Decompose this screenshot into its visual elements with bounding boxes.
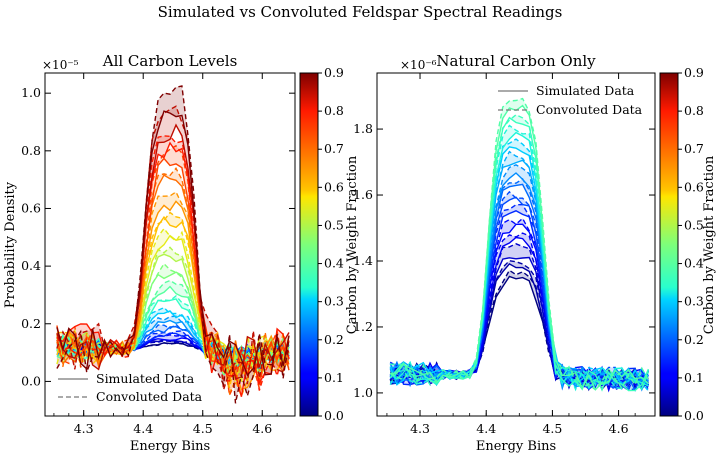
- legend1-convoluted: Convoluted Data: [96, 389, 203, 404]
- series-convoluted-line: [389, 190, 649, 391]
- legend2-simulated: Simulated Data: [536, 83, 635, 98]
- colorbar-tick-label: 0.8: [684, 103, 704, 118]
- x-tick-label: 4.6: [252, 421, 272, 436]
- x-tick-label: 4.5: [542, 421, 562, 436]
- colorbar-tick-label: 0.1: [684, 370, 704, 385]
- series-convoluted-line: [389, 150, 649, 389]
- colorbar1-label: Carbon by Weight Fraction: [345, 155, 360, 334]
- panel2-title: Natural Carbon Only: [436, 52, 596, 70]
- series-convoluted-line: [56, 85, 290, 404]
- y-tick-label: 1.2: [353, 319, 373, 334]
- panel2-legend: Simulated Data Convoluted Data: [498, 83, 643, 117]
- series-convoluted-line: [390, 203, 650, 392]
- colorbar-tick-label: 0.8: [324, 103, 344, 118]
- colorbar-tick-label: 0.0: [684, 408, 704, 423]
- y-tick-label: 1.6: [353, 187, 373, 202]
- colorbar-tick-label: 0.4: [324, 256, 344, 271]
- colorbar-tick-label: 0.4: [684, 256, 704, 271]
- series-convoluted-line: [390, 113, 650, 390]
- colorbar-tick-label: 0.5: [324, 217, 344, 232]
- series-diff-fill: [56, 247, 290, 371]
- x-tick-label: 4.4: [476, 421, 496, 436]
- series-convoluted-line: [56, 211, 290, 388]
- colorbar2: [659, 72, 679, 417]
- series-diff-fill: [56, 135, 290, 397]
- panel1-title: All Carbon Levels: [102, 52, 238, 70]
- series-simulated-line: [390, 196, 649, 391]
- legend2-convoluted: Convoluted Data: [536, 102, 643, 117]
- panel-all-carbon: All Carbon Levels ×10⁻⁵ 4.3 4.4 4.5 4.60.00…: [3, 52, 360, 454]
- series-convoluted-line: [389, 243, 649, 389]
- colorbar-tick-label: 0.5: [684, 217, 704, 232]
- series-diff-fill: [390, 218, 649, 387]
- colorbar-tick-label: 0.7: [684, 141, 704, 156]
- series-convoluted-line: [56, 105, 290, 390]
- colorbar-tick-label: 0.6: [684, 179, 704, 194]
- x-tick-label: 4.3: [74, 421, 94, 436]
- y-tick-label: 1.8: [353, 121, 373, 136]
- series-convoluted-line: [56, 135, 290, 391]
- panel1-ticks: 4.3 4.4 4.5 4.6 0.0 0.2 0.4 0.6 0.8 1.0: [21, 73, 295, 436]
- colorbar-tick-label: 0.9: [324, 65, 344, 80]
- series-convoluted-line: [389, 232, 649, 388]
- series-simulated-line: [56, 123, 290, 380]
- series-diff-fill: [390, 151, 649, 387]
- panel1-ylabel: Probability Density: [3, 181, 18, 308]
- series-simulated-line: [56, 110, 290, 377]
- series-simulated-line: [389, 146, 649, 386]
- colorbar2-label: Carbon by Weight Fraction: [702, 155, 717, 334]
- legend1-simulated: Simulated Data: [96, 371, 195, 386]
- colorbar-tick-label: 0.2: [324, 332, 344, 347]
- panel1-series-group: [56, 85, 290, 404]
- y-tick-label: 1.0: [21, 85, 41, 100]
- colorbar-tick-label: 0.3: [684, 294, 704, 309]
- panel2-y-multiplier: ×10⁻⁶: [400, 58, 437, 72]
- colorbar-tick-label: 0.9: [684, 65, 704, 80]
- series-diff-fill: [56, 86, 290, 404]
- panel2-series-group: [389, 97, 650, 393]
- series-simulated-line: [389, 183, 649, 392]
- colorbar1: [299, 72, 319, 417]
- colorbar-tick-label: 0.2: [684, 332, 704, 347]
- series-convoluted-line: [56, 306, 290, 363]
- colorbar-tick-label: 0.0: [324, 408, 344, 423]
- panel1-xlabel: Energy Bins: [130, 439, 210, 454]
- panel2-ticks: 4.3 4.4 4.5 4.6 1.0 1.2 1.4 1.6 1.8: [353, 73, 655, 436]
- y-tick-label: 0.6: [21, 200, 41, 215]
- x-tick-label: 4.6: [609, 421, 629, 436]
- colorbar-tick-label: 0.3: [324, 294, 344, 309]
- y-tick-label: 0.4: [21, 258, 41, 273]
- colorbar-tick-label: 0.1: [324, 370, 344, 385]
- panel2-frame: [376, 72, 656, 417]
- colorbar1-ticks: 0.0 0.1 0.2 0.3 0.4 0.5 0.6 0.7 0.8 0.9: [318, 65, 344, 423]
- series-simulated-line: [389, 223, 650, 387]
- series-diff-fill: [390, 204, 649, 391]
- colorbar2-ticks: 0.0 0.1 0.2 0.3 0.4 0.5 0.6 0.7 0.8 0.9: [678, 65, 704, 423]
- x-tick-label: 4.3: [410, 421, 430, 436]
- figure-title: Simulated vs Convoluted Feldspar Spectra…: [158, 3, 563, 21]
- y-tick-label: 1.4: [353, 253, 373, 268]
- x-tick-label: 4.5: [193, 421, 213, 436]
- colorbar-tick-label: 0.6: [324, 179, 344, 194]
- series-convoluted-line: [389, 97, 650, 391]
- colorbar-tick-label: 0.7: [324, 141, 344, 156]
- series-convoluted-line: [390, 217, 649, 389]
- y-tick-label: 0.8: [21, 143, 41, 158]
- panel1-y-multiplier: ×10⁻⁵: [42, 58, 79, 72]
- panel-natural-carbon: Natural Carbon Only ×10⁻⁶ 4.3 4.4 4.5 4.6 1.…: [353, 52, 717, 454]
- y-tick-label: 0.0: [21, 373, 41, 388]
- panel2-xlabel: Energy Bins: [476, 439, 556, 454]
- panel1-legend: Simulated Data Convoluted Data: [58, 371, 203, 404]
- y-tick-label: 0.2: [21, 316, 41, 331]
- x-tick-label: 4.4: [133, 421, 153, 436]
- panel1-frame: [44, 72, 296, 417]
- y-tick-label: 1.0: [353, 385, 373, 400]
